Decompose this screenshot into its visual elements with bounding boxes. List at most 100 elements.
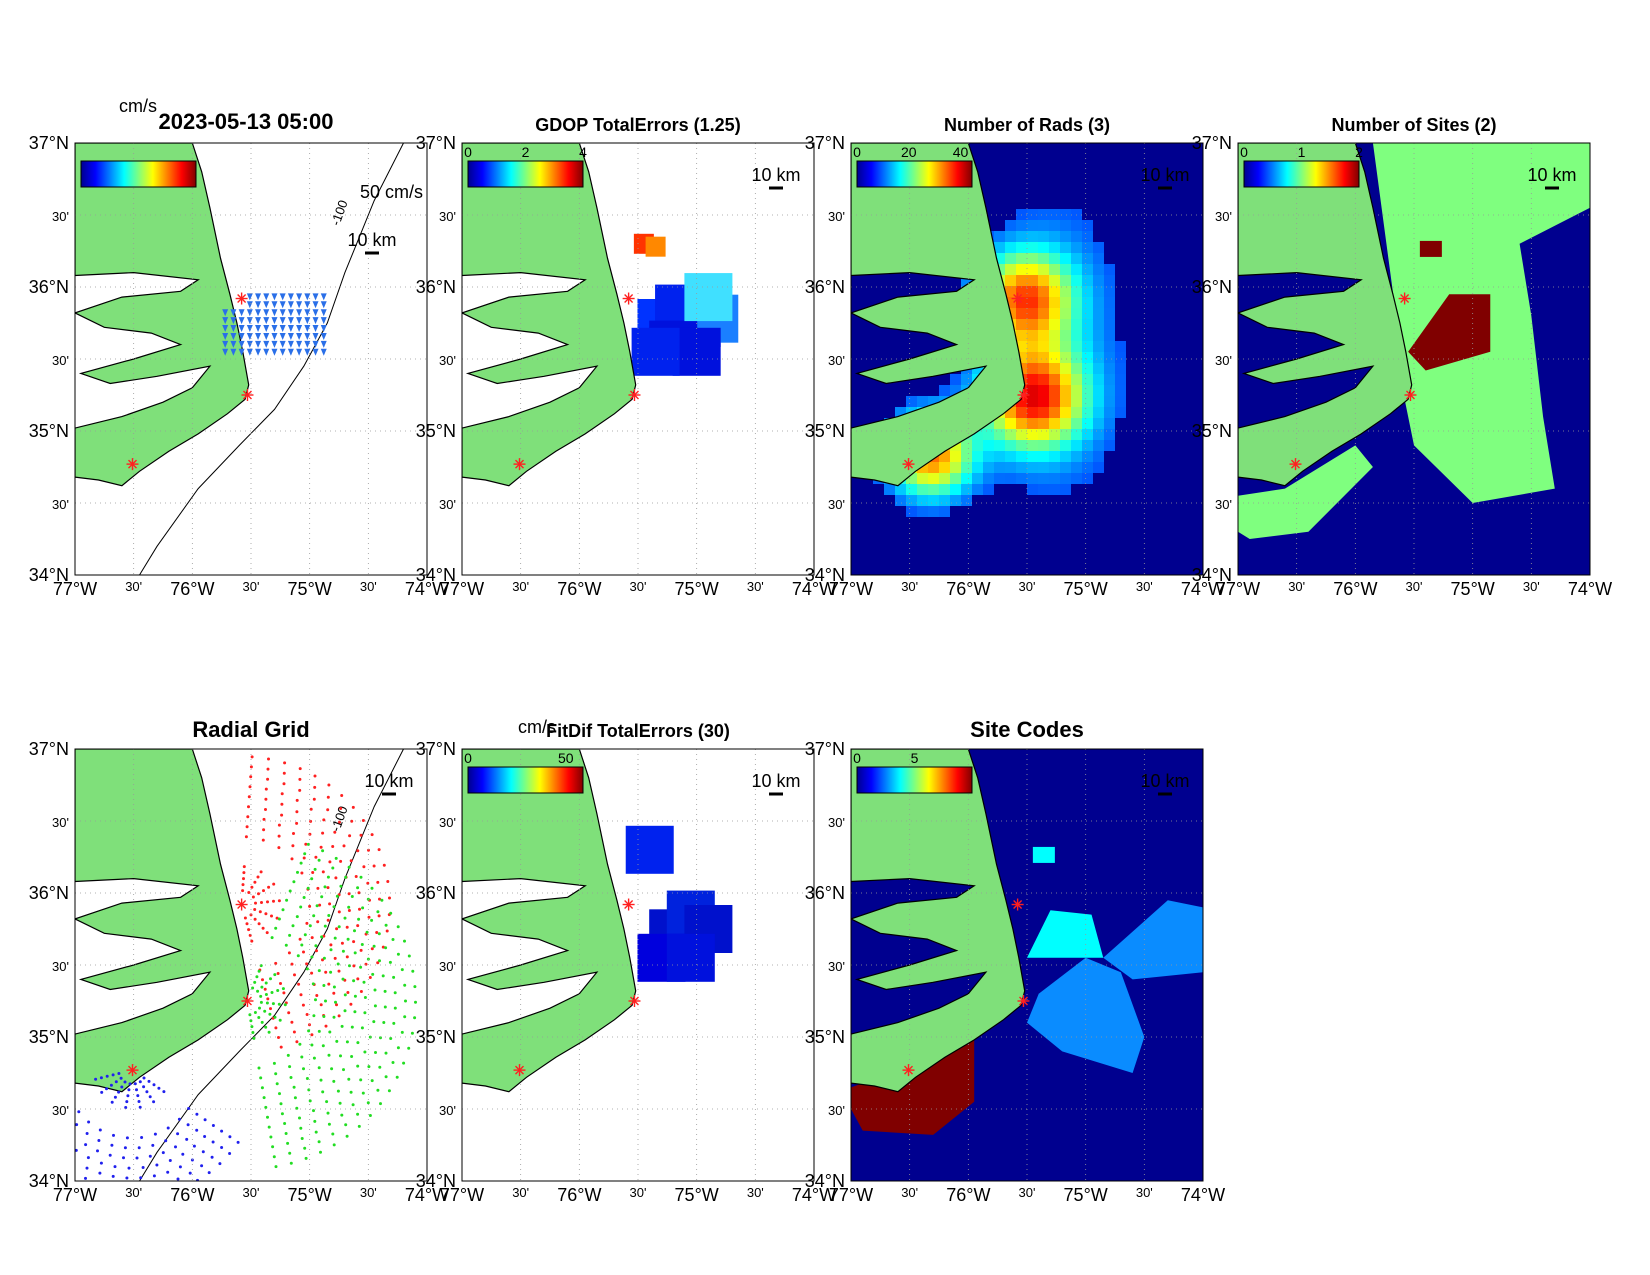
radial-grid-point xyxy=(264,797,268,801)
radial-grid-point xyxy=(302,896,306,899)
colorbar xyxy=(856,160,973,188)
panel-title: Site Codes xyxy=(970,717,1084,742)
lat-tick-label: 37°N xyxy=(416,739,456,759)
current-vector xyxy=(304,309,311,317)
radial-grid-point xyxy=(321,849,325,853)
radial-grid-point xyxy=(356,924,360,928)
radial-grid-point xyxy=(152,1100,156,1104)
radial-grid-point xyxy=(346,937,350,941)
current-vector xyxy=(296,348,303,356)
current-vector xyxy=(246,332,253,340)
fitdif-units-label: cm/s xyxy=(518,717,556,737)
radial-grid-point xyxy=(340,941,344,945)
lon-tick-label: 74°W xyxy=(792,579,836,599)
lon-tick-label: 30' xyxy=(747,1185,764,1200)
radial-grid-point xyxy=(176,1132,180,1136)
radial-grid-point xyxy=(135,1088,138,1092)
colorbar-tick-label: 0 xyxy=(464,144,472,160)
radial-grid-point xyxy=(367,1065,371,1069)
radial-grid-point xyxy=(365,930,369,934)
radial-grid-point xyxy=(332,1015,336,1019)
radial-grid-point xyxy=(271,1145,275,1149)
radial-grid-point xyxy=(291,844,295,848)
radial-grid-point xyxy=(306,886,310,890)
current-vector xyxy=(304,301,311,309)
radial-grid-point xyxy=(359,833,363,837)
radial-grid-point xyxy=(321,870,325,874)
lat-tick-label: 35°N xyxy=(29,1027,69,1047)
radial-grid-point xyxy=(319,1150,322,1154)
radial-grid-point xyxy=(280,802,284,806)
radial-grid-point xyxy=(162,1090,166,1094)
current-vector xyxy=(238,332,245,340)
radial-grid-point xyxy=(358,907,361,911)
radial-grid-point xyxy=(350,895,354,898)
lon-tick-label: 76°W xyxy=(946,579,990,599)
radial-grid-point xyxy=(320,895,324,899)
radial-grid-point xyxy=(137,1100,141,1103)
radial-grid-point xyxy=(75,1123,79,1127)
radial-grid-point xyxy=(352,940,356,944)
lat-tick-label: 30' xyxy=(828,1103,845,1118)
radial-grid-point xyxy=(100,1090,104,1094)
radial-grid-point xyxy=(253,908,257,911)
radial-grid-point xyxy=(280,792,284,796)
lon-tick-label: 77°W xyxy=(829,579,873,599)
radial-grid-point xyxy=(279,982,282,985)
radial-grid-point xyxy=(367,915,371,919)
radial-grid-point xyxy=(379,1036,382,1040)
current-vector xyxy=(271,348,278,356)
radial-grid-point xyxy=(280,813,284,817)
radial-grid-point xyxy=(392,1021,396,1025)
error-cell xyxy=(631,327,680,376)
radial-grid-point xyxy=(327,1122,331,1126)
radial-grid-point xyxy=(335,1003,338,1007)
site-marker-icon xyxy=(513,1064,526,1077)
current-vector xyxy=(296,293,303,301)
radial-grid-point xyxy=(271,1002,275,1006)
radial-grid-point xyxy=(123,1080,127,1084)
current-vector xyxy=(312,340,319,348)
radial-grid-point xyxy=(363,996,367,999)
current-vector xyxy=(271,317,278,325)
current-vector xyxy=(279,340,286,348)
radial-grid-point xyxy=(286,1053,290,1057)
radial-grid-point xyxy=(362,865,366,869)
lat-tick-label: 35°N xyxy=(416,1027,456,1047)
radial-grid-point xyxy=(373,1004,377,1008)
lon-tick-label: 30' xyxy=(360,579,377,594)
panel-gdop: 0 2 4 10 km GDOP TotalErrors (1.25) 37°N 30' 36… xyxy=(416,115,836,599)
radial-grid-point xyxy=(310,877,314,881)
radial-grid-point xyxy=(304,1156,308,1160)
radial-grid-point xyxy=(314,855,318,859)
radial-grid-point xyxy=(345,1134,349,1138)
land-mass xyxy=(851,143,1026,487)
radial-grid-point xyxy=(407,1046,411,1050)
radial-grid-point xyxy=(290,1020,294,1024)
radial-grid-point xyxy=(326,808,330,812)
current-vector xyxy=(271,340,278,348)
radial-grid-point xyxy=(407,954,411,958)
radial-grid-point xyxy=(326,918,330,922)
scale-bar: 10 km xyxy=(751,771,801,796)
radial-grid-point xyxy=(136,1094,140,1098)
radial-grid-point xyxy=(278,1092,281,1096)
current-vector xyxy=(271,301,278,309)
radial-grid-point xyxy=(195,1128,199,1132)
radial-grid-point xyxy=(329,943,333,947)
lat-tick-label: 30' xyxy=(52,209,69,224)
colorbar-tick-label: 0 xyxy=(464,750,472,766)
current-vector xyxy=(271,325,278,333)
lat-tick-label: 37°N xyxy=(416,133,456,153)
current-vector xyxy=(320,348,327,356)
site-marker-icon xyxy=(628,995,641,1007)
current-vector xyxy=(238,340,245,348)
radial-grid-point xyxy=(373,988,377,992)
current-vector xyxy=(296,301,303,309)
radial-grid-point xyxy=(326,875,330,879)
current-vector xyxy=(255,340,262,348)
radial-grid-point xyxy=(277,834,281,838)
radial-grid-point xyxy=(312,914,316,918)
radial-grid-point xyxy=(389,911,393,915)
site-marker-icon xyxy=(235,292,248,305)
